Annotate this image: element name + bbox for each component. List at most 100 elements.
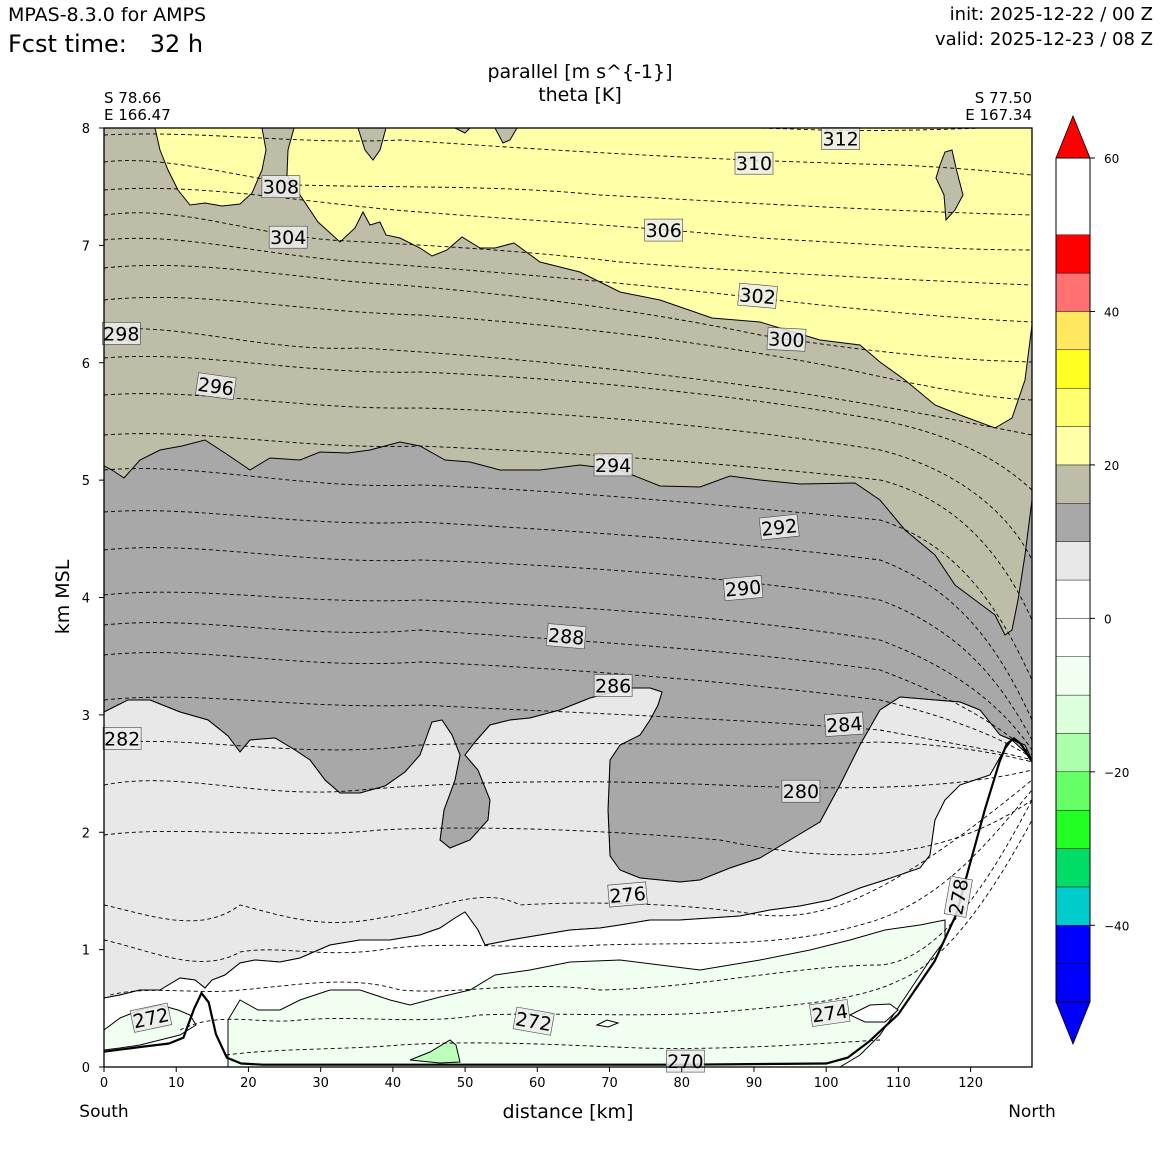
contour-label-text: 290 <box>724 577 762 602</box>
x-tick-label: 0 <box>100 1076 108 1091</box>
contour-label-text: 308 <box>263 177 299 199</box>
chart-title-line-2: theta [K] <box>538 84 622 106</box>
contour-label-text: 294 <box>595 455 631 477</box>
y-tick-label: 6 <box>82 357 90 372</box>
x-tick-label: 30 <box>312 1076 329 1091</box>
y-tick-label: 5 <box>82 474 90 489</box>
valid-time: valid: 2025-12-23 / 08 Z <box>935 29 1153 50</box>
x-tick-label: 110 <box>886 1076 911 1091</box>
x-tick-label: 80 <box>673 1076 690 1091</box>
contour-label: 278 <box>943 875 973 918</box>
x-tick-label: 60 <box>529 1076 546 1091</box>
contour-label-text: 274 <box>810 1001 849 1028</box>
left-end-lon: E 166.47 <box>104 106 171 124</box>
contour-label-text: 276 <box>609 883 647 908</box>
contour-label-text: 302 <box>738 284 776 309</box>
chart-title-line-1: parallel [m s^{-1}] <box>487 61 672 83</box>
contour-label: 286 <box>593 674 633 698</box>
contour-label: 284 <box>824 711 865 738</box>
contour-label: 272 <box>129 1002 173 1033</box>
y-axis: 0 1 2 3 4 5 6 7 8 <box>82 122 104 1076</box>
north-label: North <box>1008 1102 1056 1122</box>
colorbar-segment <box>1055 426 1091 466</box>
colorbar-segment <box>1055 311 1091 351</box>
isentrope-low-1 <box>104 779 1032 923</box>
fill-speed-neg10-0 <box>227 919 946 1067</box>
colorbar-segment <box>1055 925 1091 964</box>
contour-label-text: 296 <box>196 374 235 401</box>
colorbar-segment <box>1055 656 1091 696</box>
x-tick-label: 100 <box>814 1076 839 1091</box>
colorbar-segment <box>1055 349 1091 389</box>
fill-speed-25-30-patch <box>935 149 964 222</box>
isentrope-low-2 <box>104 789 1032 962</box>
x-tick-label: 120 <box>958 1076 983 1091</box>
isentrope-274 <box>104 740 1032 763</box>
right-end-lat: S 77.50 <box>975 89 1032 107</box>
contour-label-box <box>758 513 800 541</box>
contour-label: 272 <box>512 1006 555 1036</box>
isentrope-282 <box>104 591 1032 751</box>
contour-label-box <box>593 674 633 697</box>
x-tick-label: 70 <box>601 1076 618 1091</box>
contour-label-box <box>512 1006 555 1036</box>
x-tick-label: 90 <box>746 1076 763 1091</box>
contour-label-box <box>261 175 301 198</box>
isentrope-280 <box>104 622 1032 756</box>
contour-label-box <box>734 151 774 175</box>
contour-label-text: 288 <box>547 625 585 650</box>
contour-label-text: 304 <box>270 227 306 249</box>
colorbar-segment <box>1055 771 1091 811</box>
x-tick-label: 50 <box>457 1076 474 1091</box>
contour-label-box <box>722 575 764 602</box>
contour-label: 276 <box>607 881 648 908</box>
contour-label: 308 <box>261 175 301 199</box>
contour-label: 288 <box>545 623 587 650</box>
isentrope-288 <box>104 468 1032 681</box>
contour-label-box <box>102 727 142 750</box>
y-tick-label: 7 <box>82 239 90 254</box>
south-label: South <box>79 1102 128 1122</box>
contour-label-text: 270 <box>667 1051 703 1073</box>
isentrope-310 <box>104 133 1032 176</box>
colorbar-segment <box>1055 809 1091 849</box>
colorbar-segment <box>1055 464 1091 504</box>
forecast-time-label: Fcst time: <box>8 30 127 58</box>
contour-label: 296 <box>195 372 237 401</box>
isentrope-300 <box>104 264 1032 363</box>
fill-speed-neg10-0-dot <box>595 1019 620 1028</box>
x-tick-label: 10 <box>168 1076 185 1091</box>
colorbar-frame <box>1055 157 1091 1003</box>
contour-label-box <box>781 779 821 803</box>
isentrope-294 <box>104 356 1032 491</box>
colorbar-segment <box>1055 848 1091 888</box>
isentrope-306 <box>104 187 1032 251</box>
contour-label-box <box>129 1002 173 1033</box>
isentrope-270 <box>104 799 1032 856</box>
colorbar-over-arrow <box>1055 114 1091 159</box>
y-tick-label: 8 <box>82 122 90 137</box>
contour-label: 304 <box>268 225 308 249</box>
x-axis: 0 10 20 30 40 50 60 70 80 90 100 110 120 <box>100 1067 983 1091</box>
y-tick-label: 4 <box>82 592 90 607</box>
isentrope-low-4 <box>179 819 1032 1031</box>
isentrope-292 <box>104 393 1032 561</box>
contour-label-text: 280 <box>783 781 819 803</box>
colorbar: 60 40 20 0 −20 −40 <box>1055 114 1129 1046</box>
colorbar-segment <box>1055 733 1091 773</box>
y-tick-label: 2 <box>82 826 90 841</box>
contour-label-text: 310 <box>736 153 772 175</box>
colorbar-under-arrow <box>1055 1001 1091 1046</box>
contour-label: 270 <box>666 1049 705 1073</box>
contour-label: 280 <box>781 779 821 803</box>
contour-label-box <box>809 999 851 1027</box>
speed-fill-layers <box>104 128 1032 1067</box>
contour-label: 294 <box>593 453 633 477</box>
colorbar-segment <box>1055 541 1091 581</box>
contour-label: 306 <box>644 218 684 242</box>
isentrope-286 <box>104 510 1032 721</box>
terrain-line <box>104 736 1032 1066</box>
contour-label: 302 <box>737 282 778 309</box>
colorbar-segment <box>1055 618 1091 657</box>
